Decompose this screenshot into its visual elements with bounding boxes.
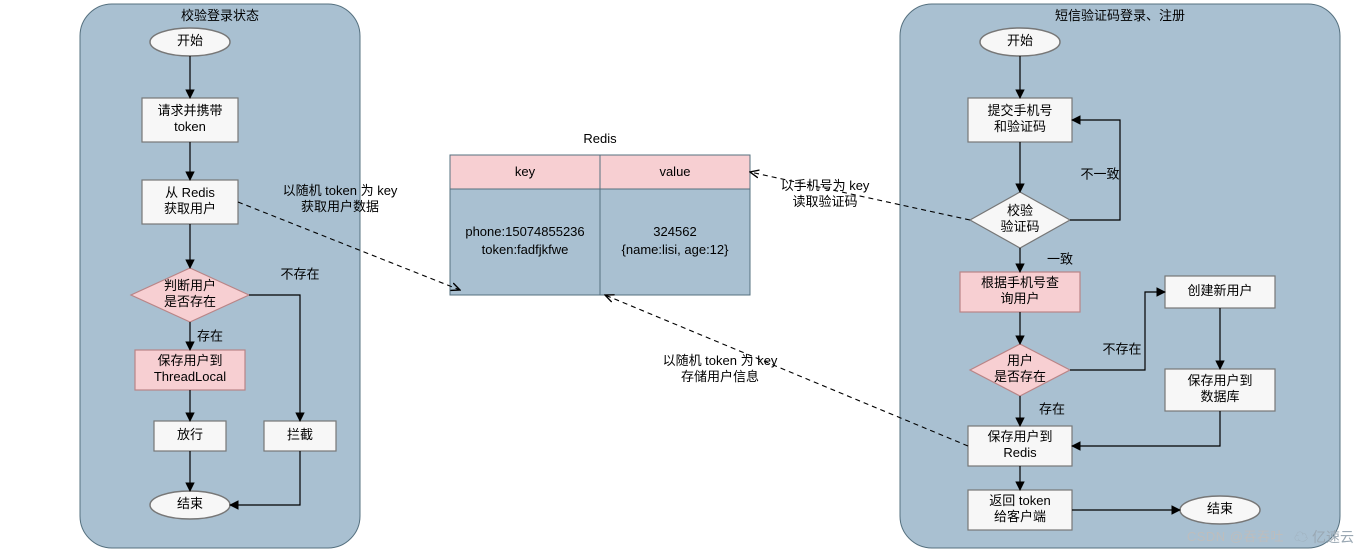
svg-text:从 Redis获取用户: 从 Redis获取用户	[164, 185, 216, 216]
svg-text:不存在: 不存在	[280, 266, 319, 281]
watermark-yisu: ☁ 亿速云	[1294, 527, 1354, 547]
svg-text:不存在: 不存在	[1102, 341, 1141, 356]
svg-text:以手机号为 key读取验证码: 以手机号为 key读取验证码	[781, 178, 870, 209]
svg-text:value: value	[659, 164, 690, 179]
svg-text:一致: 一致	[1047, 251, 1073, 266]
svg-text:保存用户到ThreadLocal: 保存用户到ThreadLocal	[154, 353, 226, 384]
svg-text:不一致: 不一致	[1080, 166, 1119, 181]
svg-text:开始: 开始	[1007, 33, 1033, 48]
svg-text:结束: 结束	[177, 496, 203, 511]
svg-text:key: key	[515, 164, 536, 179]
svg-text:存在: 存在	[1039, 401, 1065, 416]
flowchart-canvas: 校验登录状态短信验证码登录、注册开始请求并携带token从 Redis获取用户判…	[0, 0, 1364, 551]
svg-text:开始: 开始	[177, 33, 203, 48]
svg-text:校验登录状态: 校验登录状态	[181, 8, 259, 23]
svg-text:拦截: 拦截	[287, 427, 313, 442]
svg-text:短信验证码登录、注册: 短信验证码登录、注册	[1055, 8, 1185, 23]
svg-text:Redis: Redis	[583, 131, 617, 146]
svg-text:存在: 存在	[197, 328, 223, 343]
svg-text:创建新用户: 创建新用户	[1187, 283, 1252, 298]
svg-text:提交手机号和验证码: 提交手机号和验证码	[987, 103, 1052, 134]
svg-text:放行: 放行	[177, 427, 203, 442]
watermark-csdn: CSDN @吞吞吐	[1187, 526, 1284, 545]
svg-text:判断用户是否存在: 判断用户是否存在	[164, 278, 216, 309]
svg-text:结束: 结束	[1207, 501, 1233, 516]
svg-text:返回 token给客户端: 返回 token给客户端	[989, 493, 1050, 524]
svg-text:以随机 token 为 key存储用户信息: 以随机 token 为 key存储用户信息	[663, 353, 778, 384]
